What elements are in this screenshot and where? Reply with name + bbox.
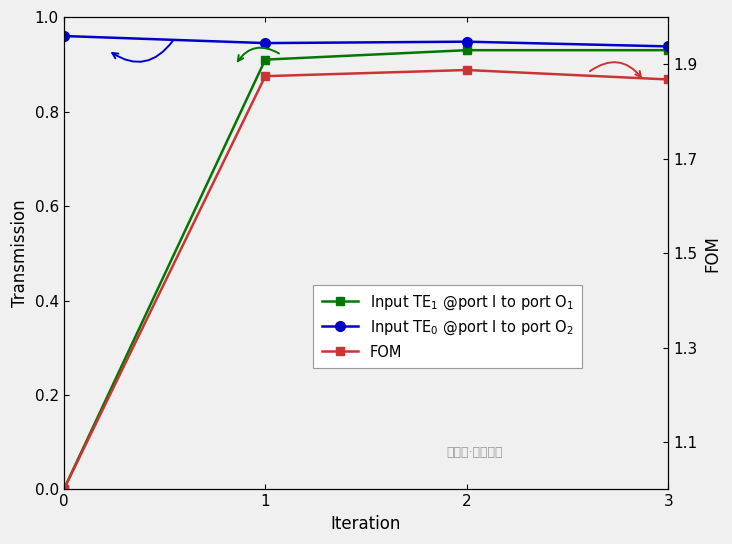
Text: 公众号·摩尔芯创: 公众号·摩尔芯创 [447, 446, 503, 459]
Input TE$_1$ @port I to port O$_1$ [261, 57, 269, 63]
Input TE$_1$ @port I to port O$_1$ [59, 486, 68, 493]
Y-axis label: Transmission: Transmission [11, 200, 29, 307]
FOM [59, 486, 68, 493]
Line: FOM: FOM [59, 66, 673, 493]
Input TE$_1$ @port I to port O$_1$ [463, 47, 471, 53]
FOM [261, 73, 269, 79]
Input TE$_0$ @port I to port O$_2$ [463, 39, 471, 45]
FOM [664, 76, 673, 83]
Line: Input TE$_1$ @port I to port O$_1$: Input TE$_1$ @port I to port O$_1$ [59, 46, 673, 493]
FOM [463, 67, 471, 73]
Input TE$_1$ @port I to port O$_1$ [664, 47, 673, 53]
Line: Input TE$_0$ @port I to port O$_2$: Input TE$_0$ @port I to port O$_2$ [59, 31, 673, 51]
Input TE$_0$ @port I to port O$_2$ [664, 43, 673, 50]
Legend: Input TE$_1$ @port I to port O$_1$, Input TE$_0$ @port I to port O$_2$, FOM: Input TE$_1$ @port I to port O$_1$, Inpu… [313, 285, 583, 368]
Input TE$_0$ @port I to port O$_2$ [261, 40, 269, 46]
Input TE$_0$ @port I to port O$_2$ [59, 33, 68, 39]
X-axis label: Iteration: Iteration [331, 515, 401, 533]
Y-axis label: FOM: FOM [703, 235, 721, 272]
